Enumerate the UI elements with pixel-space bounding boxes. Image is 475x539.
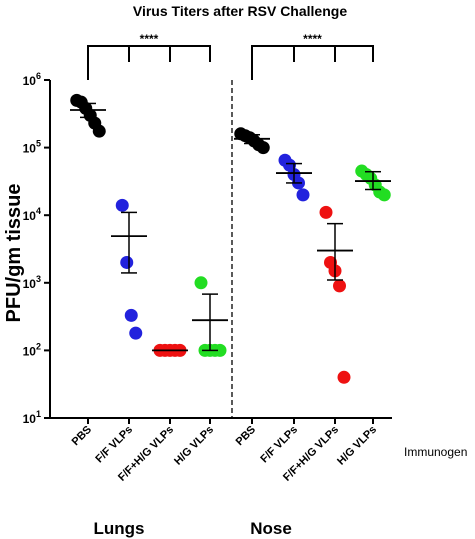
data-point bbox=[377, 188, 391, 202]
y-tick-exponent: 1 bbox=[36, 409, 41, 419]
data-point bbox=[296, 188, 310, 202]
category-label: H/G VLPs bbox=[172, 424, 216, 468]
data-point bbox=[115, 198, 129, 212]
category-label: F/F VLPs bbox=[258, 424, 300, 466]
y-tick-base: 10 bbox=[23, 209, 37, 223]
significance-label: **** bbox=[140, 32, 159, 46]
y-tick-base: 10 bbox=[23, 412, 37, 426]
data-point bbox=[319, 205, 333, 219]
y-tick-label: 101 bbox=[23, 409, 41, 426]
y-tick-base: 10 bbox=[23, 142, 37, 156]
category-label: PBS bbox=[234, 424, 258, 448]
y-tick-exponent: 4 bbox=[36, 206, 41, 216]
significance-bracket bbox=[251, 45, 374, 80]
category-label: H/G VLPs bbox=[335, 424, 379, 468]
data-point bbox=[213, 343, 227, 357]
category-label: PBS bbox=[70, 424, 94, 448]
group-label-nose: Nose bbox=[250, 519, 292, 538]
data-point bbox=[129, 326, 143, 340]
data-point bbox=[194, 276, 208, 290]
data-point bbox=[256, 141, 270, 155]
data-point bbox=[92, 124, 106, 138]
category-label: F/F VLPs bbox=[93, 424, 135, 466]
y-tick-base: 10 bbox=[23, 344, 37, 358]
group-label-lungs: Lungs bbox=[94, 519, 145, 538]
y-tick-label: 103 bbox=[23, 274, 41, 291]
data-point bbox=[120, 255, 134, 269]
data-point bbox=[337, 370, 351, 384]
y-axis-label: PFU/gm tissue bbox=[3, 184, 25, 323]
y-tick-label: 102 bbox=[23, 341, 41, 358]
y-tick-base: 10 bbox=[23, 74, 37, 88]
y-tick-label: 106 bbox=[23, 71, 41, 88]
x-axis-title: Immunogen bbox=[404, 445, 467, 459]
y-tick-exponent: 3 bbox=[36, 274, 41, 284]
data-point bbox=[124, 308, 138, 322]
chart-title: Virus Titers after RSV Challenge bbox=[133, 3, 347, 19]
data-point bbox=[333, 279, 346, 293]
significance-label: **** bbox=[303, 32, 322, 46]
y-tick-exponent: 6 bbox=[36, 71, 41, 81]
y-tick-base: 10 bbox=[23, 277, 37, 291]
y-tick-exponent: 5 bbox=[36, 139, 41, 149]
significance-bracket bbox=[87, 45, 211, 80]
y-tick-exponent: 2 bbox=[36, 341, 41, 351]
y-tick-label: 105 bbox=[23, 139, 41, 156]
y-tick-label: 104 bbox=[23, 206, 41, 223]
